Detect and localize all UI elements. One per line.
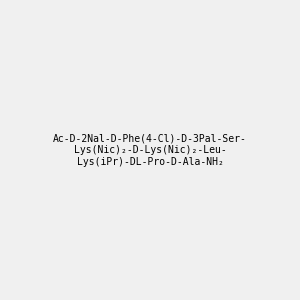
Text: Ac-D-2Nal-D-Phe(4-Cl)-D-3Pal-Ser-
Lys(Nic)₂-D-Lys(Nic)₂-Leu-
Lys(iPr)-DL-Pro-D-A: Ac-D-2Nal-D-Phe(4-Cl)-D-3Pal-Ser- Lys(Ni… bbox=[53, 134, 247, 166]
